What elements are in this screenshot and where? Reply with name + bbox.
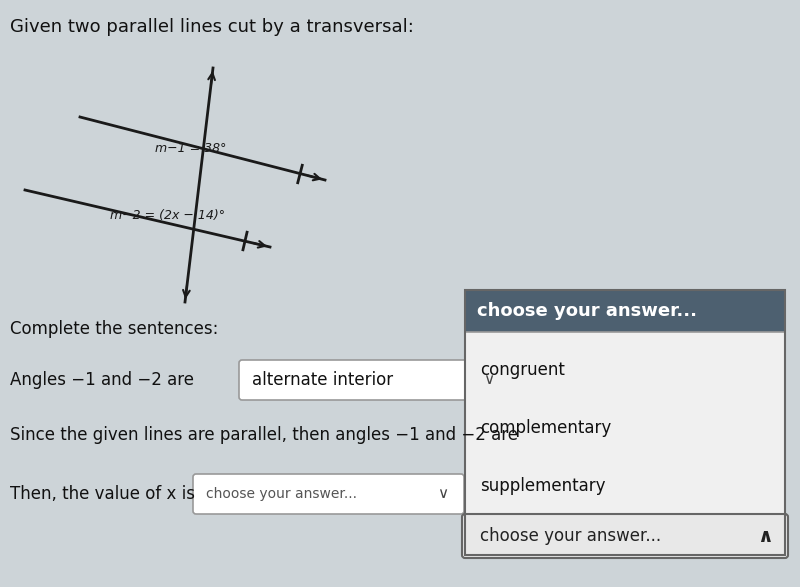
Text: choose your answer...: choose your answer...: [206, 487, 357, 501]
Text: choose your answer...: choose your answer...: [477, 302, 697, 320]
Text: supplementary: supplementary: [480, 477, 606, 495]
Text: Then, the value of x is: Then, the value of x is: [10, 485, 195, 503]
Text: choose your answer...: choose your answer...: [480, 527, 661, 545]
Text: Given two parallel lines cut by a transversal:: Given two parallel lines cut by a transv…: [10, 18, 414, 36]
Text: ∧: ∧: [757, 527, 773, 545]
Text: complementary: complementary: [480, 419, 611, 437]
FancyBboxPatch shape: [465, 290, 785, 332]
FancyBboxPatch shape: [193, 474, 464, 514]
Text: Angles −1 and −2 are: Angles −1 and −2 are: [10, 371, 194, 389]
FancyBboxPatch shape: [462, 514, 788, 558]
Text: m−1 = 38°: m−1 = 38°: [155, 141, 226, 154]
Text: Complete the sentences:: Complete the sentences:: [10, 320, 218, 338]
Text: Since the given lines are parallel, then angles −1 and −2 are: Since the given lines are parallel, then…: [10, 426, 518, 444]
Text: congruent: congruent: [480, 361, 565, 379]
Text: m−2 = (2x − 14)°: m−2 = (2x − 14)°: [110, 208, 225, 221]
Text: alternate interior: alternate interior: [252, 371, 393, 389]
FancyBboxPatch shape: [239, 360, 510, 400]
Text: ∨: ∨: [438, 487, 449, 501]
FancyBboxPatch shape: [465, 332, 785, 555]
Text: ∨: ∨: [483, 373, 494, 387]
